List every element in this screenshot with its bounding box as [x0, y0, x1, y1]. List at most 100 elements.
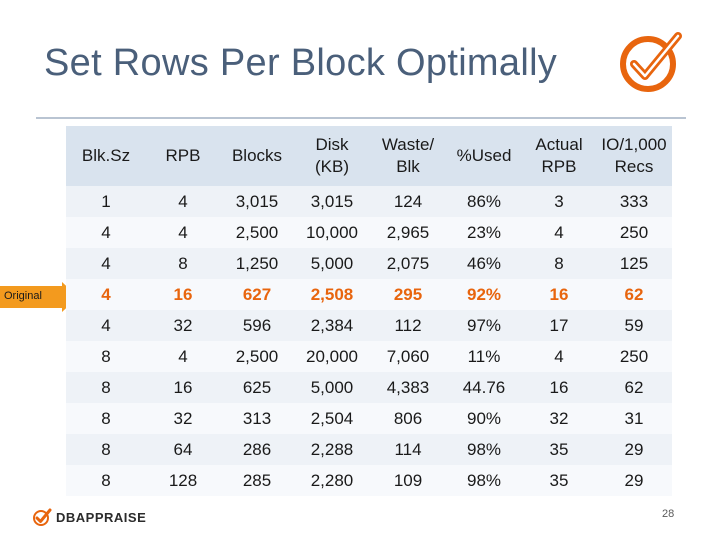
table-row: 8 32 313 2,504 806 90% 32 31	[66, 403, 672, 434]
table-cell: 32	[522, 403, 596, 434]
slide-title: Set Rows Per Block Optimally	[44, 42, 558, 84]
checkmark-logo-icon	[620, 32, 682, 92]
table-cell: 98%	[446, 434, 522, 465]
table-cell: 2,965	[370, 217, 446, 248]
table-cell: 8	[66, 341, 146, 372]
table-cell: 109	[370, 465, 446, 496]
table-cell: 2,500	[220, 217, 294, 248]
table-cell: 97%	[446, 310, 522, 341]
table-cell: 3,015	[220, 186, 294, 217]
table-cell: 46%	[446, 248, 522, 279]
table-cell: 10,000	[294, 217, 370, 248]
table-row: 8 4 2,500 20,000 7,060 11% 4 250	[66, 341, 672, 372]
column-header: RPB	[146, 126, 220, 186]
column-header: %Used	[446, 126, 522, 186]
table-cell: 4	[146, 186, 220, 217]
table-cell: 17	[522, 310, 596, 341]
table-cell: 32	[146, 310, 220, 341]
column-header: Disk (KB)	[294, 126, 370, 186]
table-cell: 285	[220, 465, 294, 496]
table-cell: 59	[596, 310, 672, 341]
table-row: 8 128 285 2,280 109 98% 35 29	[66, 465, 672, 496]
table-cell: 62	[596, 372, 672, 403]
table-cell: 31	[596, 403, 672, 434]
table-cell: 98%	[446, 465, 522, 496]
table-cell: 11%	[446, 341, 522, 372]
table-cell: 286	[220, 434, 294, 465]
table-cell: 4	[522, 341, 596, 372]
table-cell: 2,384	[294, 310, 370, 341]
table-cell: 2,504	[294, 403, 370, 434]
table-cell: 86%	[446, 186, 522, 217]
table-cell: 8	[66, 465, 146, 496]
table-cell: 64	[146, 434, 220, 465]
table-cell: 4	[66, 217, 146, 248]
table-cell: 124	[370, 186, 446, 217]
table-cell: 2,075	[370, 248, 446, 279]
column-header: Blocks	[220, 126, 294, 186]
table-row: 8 64 286 2,288 114 98% 35 29	[66, 434, 672, 465]
table-cell: 313	[220, 403, 294, 434]
table-cell: 4	[522, 217, 596, 248]
table-cell: 4	[66, 279, 146, 310]
table-cell: 5,000	[294, 248, 370, 279]
table-cell: 35	[522, 465, 596, 496]
table-cell: 7,060	[370, 341, 446, 372]
table-row: 4 8 1,250 5,000 2,075 46% 8 125	[66, 248, 672, 279]
table-cell: 29	[596, 434, 672, 465]
table-cell: 2,508	[294, 279, 370, 310]
table-cell: 4	[146, 217, 220, 248]
table-cell: 4	[66, 248, 146, 279]
table-cell: 806	[370, 403, 446, 434]
table-cell: 128	[146, 465, 220, 496]
rows-per-block-table: Blk.Sz RPB Blocks Disk (KB) Waste/Blk %Used Act…	[66, 126, 672, 496]
table-cell: 8	[66, 434, 146, 465]
table-header-row: Blk.Sz RPB Blocks Disk (KB) Waste/Blk %Used Act…	[66, 126, 672, 186]
table-cell: 1,250	[220, 248, 294, 279]
table-cell: 32	[146, 403, 220, 434]
table-cell: 44.76	[446, 372, 522, 403]
table-cell: 90%	[446, 403, 522, 434]
column-header: Actual RPB	[522, 126, 596, 186]
table-cell: 125	[596, 248, 672, 279]
table-cell: 4,383	[370, 372, 446, 403]
original-row-arrow-icon	[0, 282, 78, 312]
table-cell: 16	[522, 372, 596, 403]
table-row: 8 16 625 5,000 4,383 44.76 16 62	[66, 372, 672, 403]
table-cell: 114	[370, 434, 446, 465]
table-cell: 29	[596, 465, 672, 496]
table-cell: 16	[522, 279, 596, 310]
table-row: 4 32 596 2,384 112 97% 17 59	[66, 310, 672, 341]
table-cell: 295	[370, 279, 446, 310]
table-row: 4 16 627 2,508 295 92% 16 62	[66, 279, 672, 310]
table-cell: 16	[146, 372, 220, 403]
table-cell: 627	[220, 279, 294, 310]
table-cell: 333	[596, 186, 672, 217]
table-cell: 625	[220, 372, 294, 403]
column-header: IO/1,000 Recs	[596, 126, 672, 186]
table-cell: 4	[66, 310, 146, 341]
footer-logo: DBAPPRAISE	[32, 506, 146, 528]
table-cell: 2,288	[294, 434, 370, 465]
table-cell: 92%	[446, 279, 522, 310]
table-cell: 2,500	[220, 341, 294, 372]
table-body: 1 4 3,015 3,015 124 86% 3 333 4 4 2,500 10,000 2,965…	[66, 186, 672, 496]
column-header: Waste/Blk	[370, 126, 446, 186]
table-cell: 5,000	[294, 372, 370, 403]
table-cell: 23%	[446, 217, 522, 248]
table-cell: 250	[596, 341, 672, 372]
table-cell: 1	[66, 186, 146, 217]
footer-brand-text: DBAPPRAISE	[56, 509, 147, 525]
table-cell: 20,000	[294, 341, 370, 372]
table-cell: 16	[146, 279, 220, 310]
table-cell: 250	[596, 217, 672, 248]
table-cell: 3,015	[294, 186, 370, 217]
table-cell: 112	[370, 310, 446, 341]
table-cell: 8	[66, 403, 146, 434]
original-label: Original	[4, 290, 42, 302]
table-cell: 4	[146, 341, 220, 372]
table-cell: 8	[146, 248, 220, 279]
title-divider	[36, 117, 686, 119]
footer-checkmark-icon	[33, 508, 52, 526]
table-cell: 596	[220, 310, 294, 341]
